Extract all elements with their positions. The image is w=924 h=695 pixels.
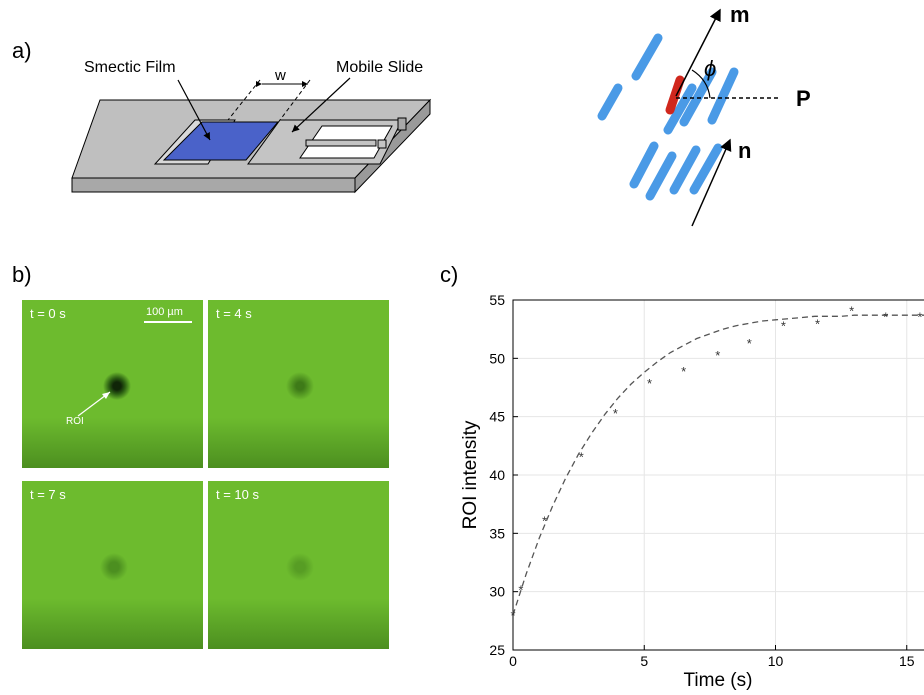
x-tick-label: 15 [899, 653, 915, 669]
data-point: * [647, 376, 652, 391]
micrograph-t10: t = 10 s [208, 481, 389, 649]
data-point: * [542, 514, 547, 529]
x-tick-label: 10 [768, 653, 784, 669]
chart-ticks: 0 5 10 15 25 30 35 40 45 50 55 [489, 292, 914, 669]
y-tick-label: 40 [489, 467, 505, 483]
film-callout-arrow [177, 79, 211, 141]
y-tick-label: 55 [489, 292, 505, 308]
y-axis-label: ROI intensity [460, 420, 481, 529]
panel-a-label: a) [12, 38, 32, 63]
smectic-film-area [162, 121, 280, 161]
width-label: w [275, 67, 286, 84]
director-diagram [597, 8, 780, 227]
data-point: * [917, 309, 922, 324]
y-tick-label: 35 [489, 525, 505, 541]
data-point: * [883, 309, 888, 324]
p-label: P [796, 86, 811, 111]
chart-points: ********** ** * * [510, 304, 922, 624]
y-tick-label: 50 [489, 350, 505, 366]
smectic-rods [597, 33, 739, 201]
y-tick-label: 30 [489, 584, 505, 600]
phi-label: ϕ [704, 56, 717, 81]
data-point: * [815, 316, 820, 331]
x-tick-label: 0 [509, 653, 517, 669]
micrograph-t7: t = 7 s [22, 481, 203, 649]
frame-time-0: t = 0 s [30, 306, 66, 321]
y-tick-label: 25 [489, 642, 505, 658]
data-point: * [747, 336, 752, 351]
roi-label: ROI [66, 416, 84, 427]
slide-end-block [397, 117, 407, 131]
fit-curve [512, 314, 924, 616]
x-tick-label: 5 [640, 653, 648, 669]
data-point: * [579, 449, 584, 464]
micrograph-t0: t = 0 s 100 µm ROI [22, 300, 203, 468]
slide-knob [377, 139, 387, 149]
frame-time-2: t = 7 s [30, 487, 66, 502]
m-label: m [730, 2, 750, 27]
width-guide-left [227, 79, 261, 121]
data-point: * [715, 348, 720, 363]
frame-time-1: t = 4 s [216, 306, 252, 321]
scale-bar [144, 321, 192, 323]
y-tick-label: 45 [489, 409, 505, 425]
micrograph-t4: t = 4 s [208, 300, 389, 468]
highlight-rod [665, 75, 685, 115]
x-axis-label: Time (s) [684, 670, 753, 691]
m-vector [675, 8, 721, 97]
smectic-film-label: Smectic Film [84, 59, 176, 76]
data-point: * [518, 582, 523, 597]
data-point: * [613, 406, 618, 421]
phi-arc [691, 69, 711, 99]
data-point: * [681, 364, 686, 379]
slide-rail [305, 139, 377, 147]
film-holder-schematic [71, 77, 432, 194]
data-point: * [510, 608, 515, 623]
n-vector [691, 138, 732, 227]
scale-bar-label: 100 µm [146, 306, 183, 318]
frame-time-3: t = 10 s [216, 487, 259, 502]
data-point: * [849, 304, 854, 319]
data-point: * [781, 319, 786, 334]
mobile-slide-label: Mobile Slide [336, 59, 424, 76]
base-plate-front [71, 177, 356, 193]
panel-b-label: b) [12, 262, 32, 287]
roi-arrow [77, 391, 111, 417]
n-label: n [738, 138, 752, 163]
panel-c-label: c) [440, 262, 459, 287]
slide-callout-arrow [291, 77, 351, 133]
